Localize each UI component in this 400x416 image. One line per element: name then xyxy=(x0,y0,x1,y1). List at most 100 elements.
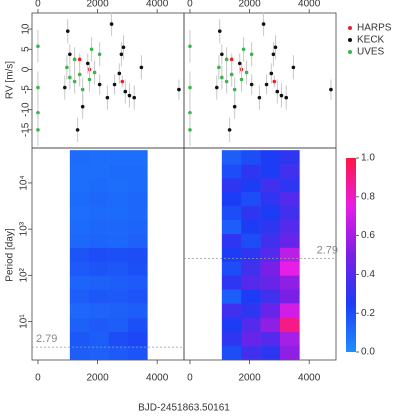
legend-label: HARPS xyxy=(357,23,392,34)
heat-cell xyxy=(108,317,129,333)
data-point xyxy=(65,29,70,33)
heat-cell xyxy=(241,317,261,333)
data-point xyxy=(239,77,244,82)
heat-cell xyxy=(69,247,90,262)
data-point xyxy=(229,72,234,77)
data-point xyxy=(217,29,222,33)
heat-cell xyxy=(69,191,90,207)
x-tick-label: 0 xyxy=(187,373,193,384)
heat-cell xyxy=(127,164,148,179)
heat-cell xyxy=(260,275,281,290)
heat-cell xyxy=(279,164,300,179)
heat-cell xyxy=(89,219,109,234)
data-point xyxy=(241,47,246,52)
heat-cell xyxy=(69,233,90,248)
data-point xyxy=(36,44,40,49)
heat-cell xyxy=(279,317,300,333)
heat-cell xyxy=(260,191,281,207)
y-axis-label: RV [m/s] xyxy=(5,61,16,99)
heat-cell xyxy=(108,233,129,248)
x-tick-label: 4000 xyxy=(146,373,169,384)
data-point xyxy=(120,79,125,84)
legend-marker xyxy=(348,50,352,54)
heat-cell xyxy=(241,164,261,179)
y-tick-label: -15 xyxy=(21,122,32,137)
data-point xyxy=(188,110,192,115)
x-axis-label: BJD-2451863.50161 xyxy=(138,403,230,414)
heat-cell xyxy=(221,289,242,304)
x-tick-label: 4000 xyxy=(298,0,321,10)
heat-cell xyxy=(221,261,242,276)
data-point xyxy=(224,79,229,84)
colorbar-tick-label: 0.4 xyxy=(361,269,375,280)
data-point xyxy=(62,85,67,90)
legend-marker xyxy=(348,38,352,42)
heat-cell xyxy=(221,164,242,179)
heat-cell xyxy=(108,303,129,319)
legend-label: KECK xyxy=(357,35,385,46)
data-point xyxy=(119,52,124,57)
heat-cell xyxy=(241,150,261,165)
heat-cell xyxy=(279,219,300,234)
data-point xyxy=(269,71,274,76)
heat-cell xyxy=(241,191,261,207)
data-point xyxy=(117,71,122,76)
data-point xyxy=(65,65,69,70)
panel-frame xyxy=(31,12,185,149)
heat-cell xyxy=(127,303,148,319)
data-point xyxy=(232,104,237,109)
heat-cell xyxy=(221,233,242,248)
heat-cell xyxy=(89,191,109,207)
heat-cell xyxy=(221,247,242,262)
data-point xyxy=(80,104,85,109)
heat-cell xyxy=(89,331,109,346)
heat-cell xyxy=(127,275,148,290)
data-point xyxy=(273,45,278,50)
heat-cell xyxy=(108,345,129,360)
data-point xyxy=(232,87,237,92)
heat-cell xyxy=(89,317,109,333)
x-tick-label: 0 xyxy=(187,0,193,10)
data-point xyxy=(139,65,144,70)
annotation-label: 2.79 xyxy=(317,245,338,257)
x-tick-label: 2000 xyxy=(86,373,109,384)
data-point xyxy=(105,95,110,100)
heat-cell xyxy=(108,219,129,234)
heat-cell xyxy=(108,247,129,262)
legend-marker xyxy=(348,26,352,30)
heat-cell xyxy=(260,303,281,319)
heat-cell xyxy=(89,233,109,248)
heat-cell xyxy=(69,345,90,360)
heat-cell xyxy=(241,219,261,234)
heat-cell xyxy=(279,150,300,165)
data-point xyxy=(80,87,85,92)
data-point xyxy=(36,110,40,115)
colorbar xyxy=(346,158,356,352)
heat-cell xyxy=(279,177,300,193)
heat-cell xyxy=(89,164,109,179)
y-tick-label: 10³ xyxy=(19,221,30,236)
heat-cell xyxy=(127,345,148,360)
y-axis-label: Period [day] xyxy=(5,228,16,282)
data-point xyxy=(188,44,192,49)
data-point xyxy=(75,128,80,132)
data-point xyxy=(249,82,254,87)
heat-cell xyxy=(69,261,90,276)
heat-cell xyxy=(127,177,148,193)
heat-cell xyxy=(69,303,90,319)
heat-cell xyxy=(127,317,148,333)
data-point xyxy=(177,87,181,92)
heat-cell xyxy=(279,205,300,220)
heat-cell xyxy=(260,233,281,248)
colorbar-tick-label: 0.0 xyxy=(361,347,375,358)
data-point xyxy=(264,82,269,87)
heat-cell xyxy=(127,191,148,207)
data-point xyxy=(261,22,266,26)
y-tick-label: 5 xyxy=(21,46,32,52)
data-point xyxy=(220,75,224,80)
heat-cell xyxy=(260,219,281,234)
heat-cell xyxy=(279,331,300,346)
y-tick-label: 10⁴ xyxy=(19,175,30,190)
x-tick-label: 2000 xyxy=(238,373,261,384)
legend-label: UVES xyxy=(357,47,385,58)
